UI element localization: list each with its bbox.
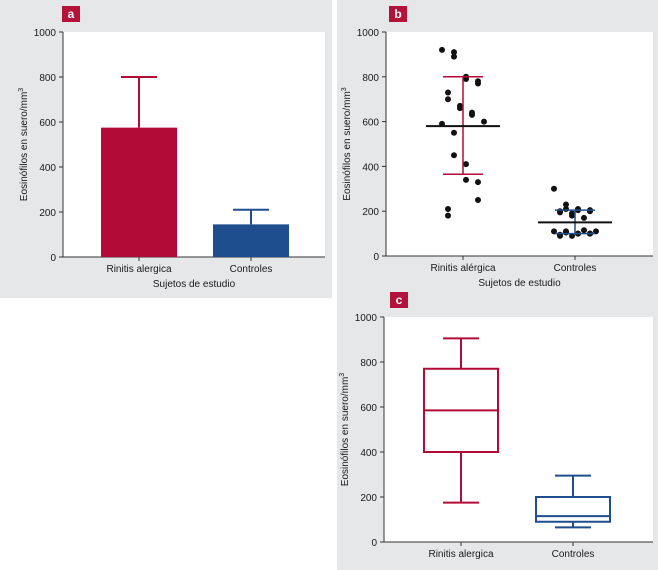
- y-tick-label: 200: [360, 493, 377, 504]
- data-point: [445, 212, 451, 219]
- bar-chart-a: 0 200 400 600 800 1000 Rinitis alergica Control…: [18, 28, 325, 290]
- data-point: [563, 205, 569, 212]
- panel-c: c 0 200 400 600 800 1000 Rinitis alergica Contr…: [337, 288, 658, 570]
- data-point: [563, 229, 569, 236]
- y-tick-label: 0: [50, 253, 56, 264]
- data-point: [475, 179, 481, 186]
- y-tick-label: 800: [362, 73, 379, 84]
- data-point: [581, 227, 587, 234]
- data-point: [451, 129, 457, 136]
- data-point: [439, 46, 445, 53]
- plot-area: [386, 32, 653, 256]
- data-point: [475, 80, 481, 87]
- data-point: [451, 53, 457, 60]
- box: [535, 496, 611, 523]
- y-axis-label-text: Eosinófilos en suero/mm: [342, 91, 353, 201]
- data-point: [569, 212, 575, 219]
- y-tick-label: 200: [362, 207, 379, 218]
- y-tick-label: 1000: [355, 313, 378, 324]
- panel-label-b: b: [389, 6, 407, 22]
- data-point: [463, 161, 469, 168]
- x-tick-label: Rinitis alergica: [106, 264, 171, 275]
- bar: [213, 224, 289, 257]
- data-point: [563, 201, 569, 208]
- x-tick-label: Rinitis alérgica: [430, 263, 495, 274]
- y-tick-label: 600: [362, 118, 379, 129]
- y-axis-label: Eosinófilos en suero/mm3: [341, 87, 353, 201]
- y-tick-label: 1000: [357, 28, 380, 39]
- box-chart-c: 0 200 400 600 800 1000 Rinitis alergica Control…: [339, 313, 653, 560]
- y-tick-label: 400: [360, 448, 377, 459]
- y-axis-label: Eosinófilos en suero/mm3: [339, 373, 351, 487]
- data-point: [445, 96, 451, 103]
- panel-label-a: a: [62, 6, 80, 22]
- x-axis-label: Sujetos de estudio: [478, 278, 561, 289]
- data-point: [451, 152, 457, 159]
- x-tick-label: Controles: [552, 549, 595, 560]
- y-tick-label: 600: [360, 403, 377, 414]
- y-tick-label: 800: [39, 73, 56, 84]
- x-tick-label: Controles: [230, 264, 273, 275]
- data-point: [457, 105, 463, 112]
- data-point: [463, 176, 469, 183]
- data-point: [581, 214, 587, 221]
- y-axis-label-text: Eosinófilos en suero/mm: [19, 92, 30, 202]
- y-tick-label: 400: [362, 162, 379, 173]
- y-tick-label: 400: [39, 163, 56, 174]
- x-tick-label: Controles: [554, 263, 597, 274]
- y-axis-label-superscript: 3: [18, 88, 25, 92]
- data-point: [551, 185, 557, 192]
- panel-b: b 0 200 400 600 800 1000 Rinitis alérgica Contr…: [337, 0, 658, 298]
- y-tick-label: 600: [39, 118, 56, 129]
- scatter-chart-b: 0 200 400 600 800 1000 Rinitis alérgica Control…: [341, 28, 653, 289]
- data-point: [587, 208, 593, 215]
- data-point: [445, 205, 451, 212]
- y-tick-label: 0: [371, 538, 377, 549]
- x-tick-label: Rinitis alergica: [428, 549, 493, 560]
- x-axis-label: Sujetos de estudio: [153, 279, 236, 290]
- y-tick-label: 0: [373, 252, 379, 263]
- panel-label-c: c: [390, 292, 408, 308]
- data-point: [481, 118, 487, 125]
- panel-a: a 0 200 400 600 800 1000 Rinitis alergica Contr…: [0, 0, 332, 298]
- y-tick-label: 1000: [34, 28, 57, 39]
- data-point: [445, 89, 451, 96]
- data-point: [451, 49, 457, 56]
- y-tick-label: 200: [39, 208, 56, 219]
- data-point: [475, 197, 481, 203]
- y-axis-label-superscript: 3: [339, 373, 346, 377]
- y-axis-label-superscript: 3: [341, 87, 348, 91]
- y-axis-label: Eosinófilos en suero/mm3: [18, 88, 30, 202]
- y-axis-label-text: Eosinófilos en suero/mm: [340, 377, 351, 487]
- y-tick-label: 800: [360, 358, 377, 369]
- bar: [101, 127, 177, 257]
- data-point: [469, 111, 475, 118]
